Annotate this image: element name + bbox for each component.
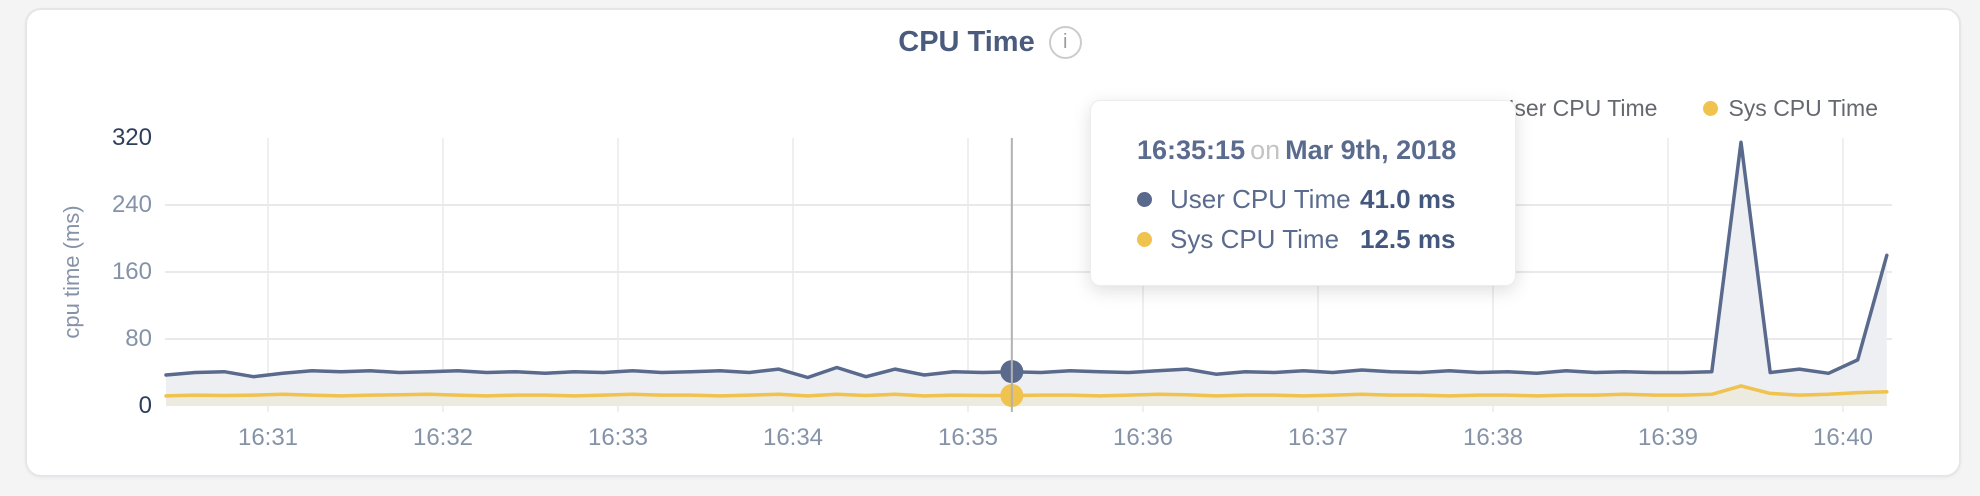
user-series-dot xyxy=(1137,191,1152,207)
tooltip-user-label: User CPU Time xyxy=(1170,183,1351,214)
tooltip-date: Mar 9th, 2018 xyxy=(1285,135,1457,165)
sys-series-dot xyxy=(1137,231,1152,247)
legend: User CPU Time Sys CPU Time xyxy=(1472,95,1878,122)
tooltip-sys-value: 12.5 ms xyxy=(1360,223,1456,254)
sys-series-legend-dot xyxy=(1703,101,1719,116)
info-icon-glyph: i xyxy=(1062,31,1068,53)
tooltip-row-user: User CPU Time 41.0 ms xyxy=(1137,179,1487,219)
tooltip-sys-label: Sys CPU Time xyxy=(1170,223,1340,254)
legend-label-sys: Sys CPU Time xyxy=(1728,95,1878,121)
hover-tooltip: 16:35:15 on Mar 9th, 2018 User CPU Time 41… xyxy=(1090,100,1516,286)
tooltip-header: 16:35:15 on Mar 9th, 2018 xyxy=(1137,135,1487,166)
info-icon[interactable]: i xyxy=(1048,26,1082,59)
tooltip-row-sys: Sys CPU Time 12.5 ms xyxy=(1137,219,1487,259)
tooltip-on-word: on xyxy=(1250,135,1281,165)
tooltip-user-value: 41.0 ms xyxy=(1360,183,1456,214)
chart-header: CPU Time i xyxy=(0,26,1980,59)
legend-label-user: User CPU Time xyxy=(1497,95,1658,121)
legend-item-sys[interactable]: Sys CPU Time xyxy=(1703,95,1878,122)
y-axis-title: cpu time (ms) xyxy=(59,205,84,339)
chart-title: CPU Time xyxy=(898,26,1035,58)
tooltip-time: 16:35:15 xyxy=(1137,135,1246,165)
